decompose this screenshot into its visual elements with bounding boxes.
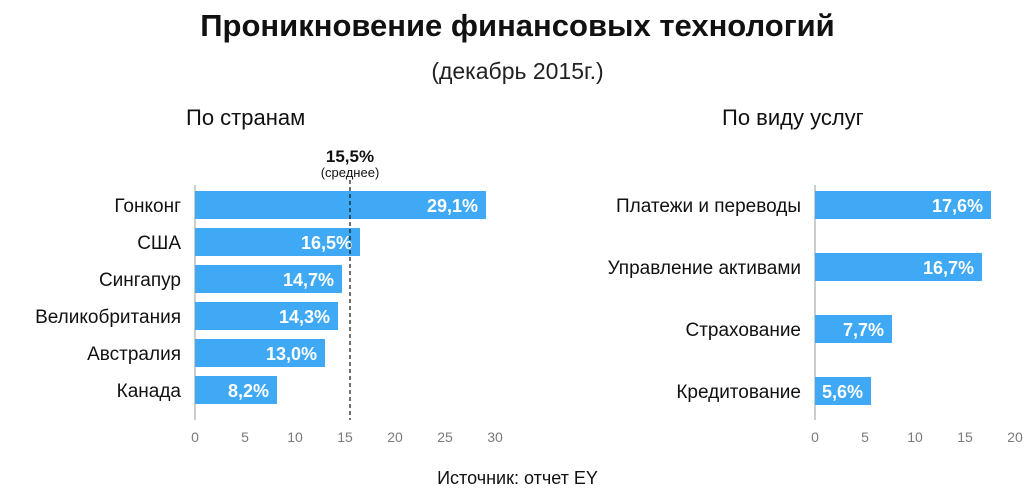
- country-bar: [195, 228, 360, 256]
- service-bar: [815, 377, 871, 405]
- service-category-label: Кредитование: [676, 382, 801, 403]
- country-tick-label: 0: [191, 429, 199, 445]
- country-category-label: Австралия: [87, 344, 181, 365]
- service-tick-label: 15: [957, 429, 973, 445]
- service-value-label: 16,7%: [923, 258, 974, 278]
- panel-title-services: По виду услуг: [722, 105, 864, 130]
- country-tick-label: 5: [241, 429, 249, 445]
- country-bar: [195, 376, 277, 404]
- country-bar: [195, 265, 342, 293]
- average-value-label: 15,5%: [326, 147, 374, 166]
- country-category-label: Великобритания: [35, 307, 181, 328]
- country-tick-label: 30: [487, 429, 503, 445]
- average-caption: (среднее): [321, 165, 380, 180]
- country-category-label: Гонконг: [114, 196, 181, 217]
- country-value-label: 14,7%: [283, 270, 334, 290]
- service-value-label: 17,6%: [932, 196, 983, 216]
- source-note: Источник: отчет EY: [437, 468, 598, 488]
- chart-subtitle: (декабрь 2015г.): [431, 58, 604, 84]
- service-tick-label: 5: [861, 429, 869, 445]
- service-category-label: Платежи и переводы: [616, 196, 801, 217]
- panel-title-countries: По странам: [186, 105, 306, 130]
- country-value-label: 13,0%: [266, 344, 317, 364]
- service-category-label: Управление активами: [608, 258, 801, 279]
- country-value-label: 16,5%: [301, 233, 352, 253]
- country-bar: [195, 191, 486, 219]
- country-tick-label: 25: [437, 429, 453, 445]
- country-tick-label: 10: [287, 429, 303, 445]
- country-value-label: 29,1%: [427, 196, 478, 216]
- country-bar: [195, 339, 325, 367]
- country-category-label: США: [137, 233, 181, 254]
- service-category-label: Страхование: [685, 320, 801, 341]
- service-tick-label: 10: [907, 429, 923, 445]
- country-category-label: Сингапур: [99, 270, 181, 291]
- service-tick-label: 0: [811, 429, 819, 445]
- country-bar: [195, 302, 338, 330]
- country-value-label: 14,3%: [279, 307, 330, 327]
- service-bar: [815, 315, 892, 343]
- service-value-label: 5,6%: [822, 382, 863, 402]
- country-tick-label: 15: [337, 429, 353, 445]
- service-tick-label: 20: [1007, 429, 1023, 445]
- service-value-label: 7,7%: [843, 320, 884, 340]
- service-bar: [815, 191, 991, 219]
- country-tick-label: 20: [387, 429, 403, 445]
- country-category-label: Канада: [117, 381, 182, 402]
- country-value-label: 8,2%: [228, 381, 269, 401]
- chart-title: Проникновение финансовых технологий: [200, 8, 835, 43]
- service-bar: [815, 253, 982, 281]
